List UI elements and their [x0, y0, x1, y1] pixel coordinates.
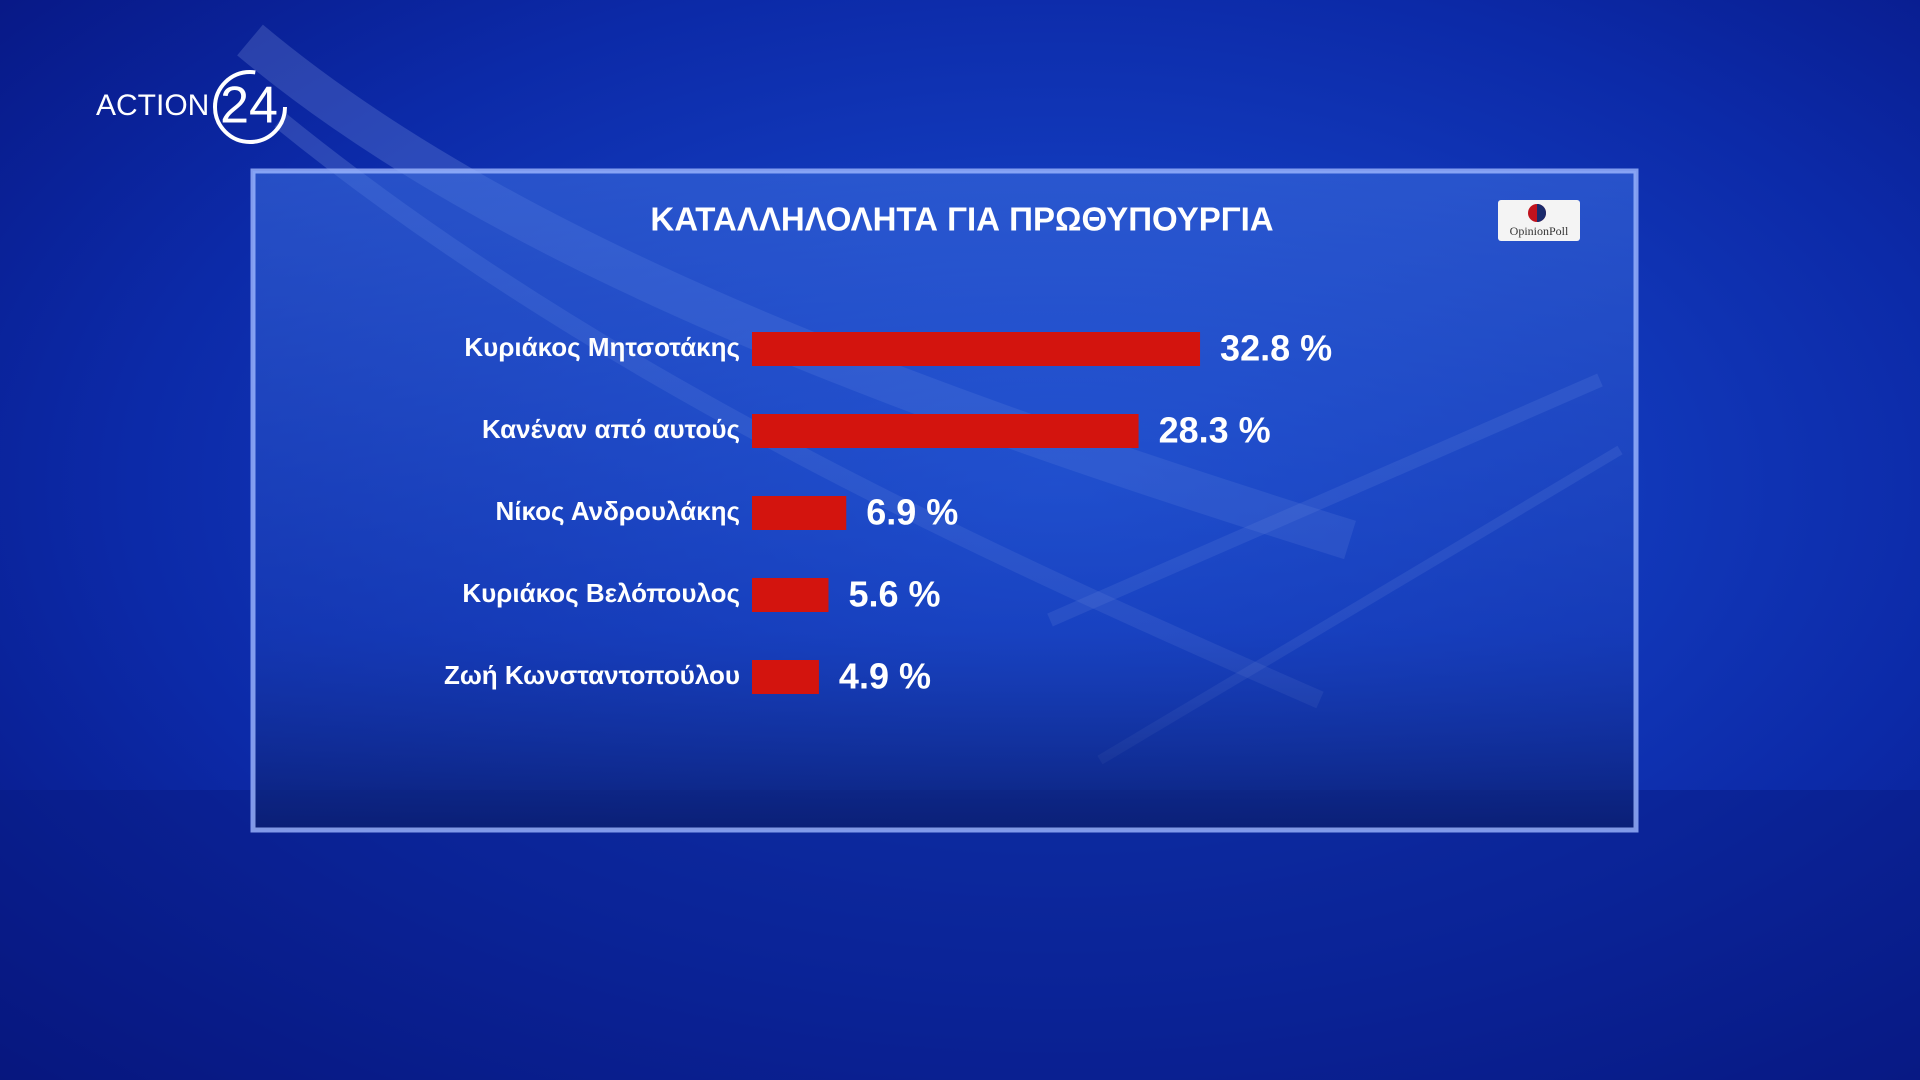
category-label: Νίκος Ανδρουλάκης: [496, 496, 740, 526]
category-label: Κανέναν από αυτούς: [482, 414, 740, 444]
source-logo-text: OpinionPoll: [1510, 224, 1569, 238]
panel: [250, 168, 1639, 833]
value-label: 32.8 %: [1220, 328, 1332, 369]
bar: [752, 578, 829, 612]
value-label: 4.9 %: [839, 656, 931, 697]
source-logo-dot-half: [1537, 204, 1546, 222]
channel-number: 24: [220, 77, 278, 135]
channel-ring: [213, 70, 287, 144]
bar: [752, 660, 819, 694]
category-label: Κυριάκος Μητσοτάκης: [464, 332, 740, 362]
floor: [0, 790, 1920, 1080]
bar: [752, 414, 1139, 448]
category-label: Κυριάκος Βελόπουλος: [462, 578, 740, 608]
bar: [752, 496, 847, 530]
category-label: Ζωή Κωνσταντοπούλου: [444, 660, 740, 690]
channel-name: ACTION: [96, 89, 209, 122]
value-label: 28.3 %: [1159, 410, 1271, 451]
value-label: 5.6 %: [848, 574, 940, 615]
value-label: 6.9 %: [866, 492, 958, 533]
bar: [752, 332, 1201, 366]
chart-title: ΚΑΤΑΛΛΗΛΟΛΗΤΑ ΓΙΑ ΠΡΩΘΥΠΟΥΡΓΙΑ: [650, 201, 1273, 238]
